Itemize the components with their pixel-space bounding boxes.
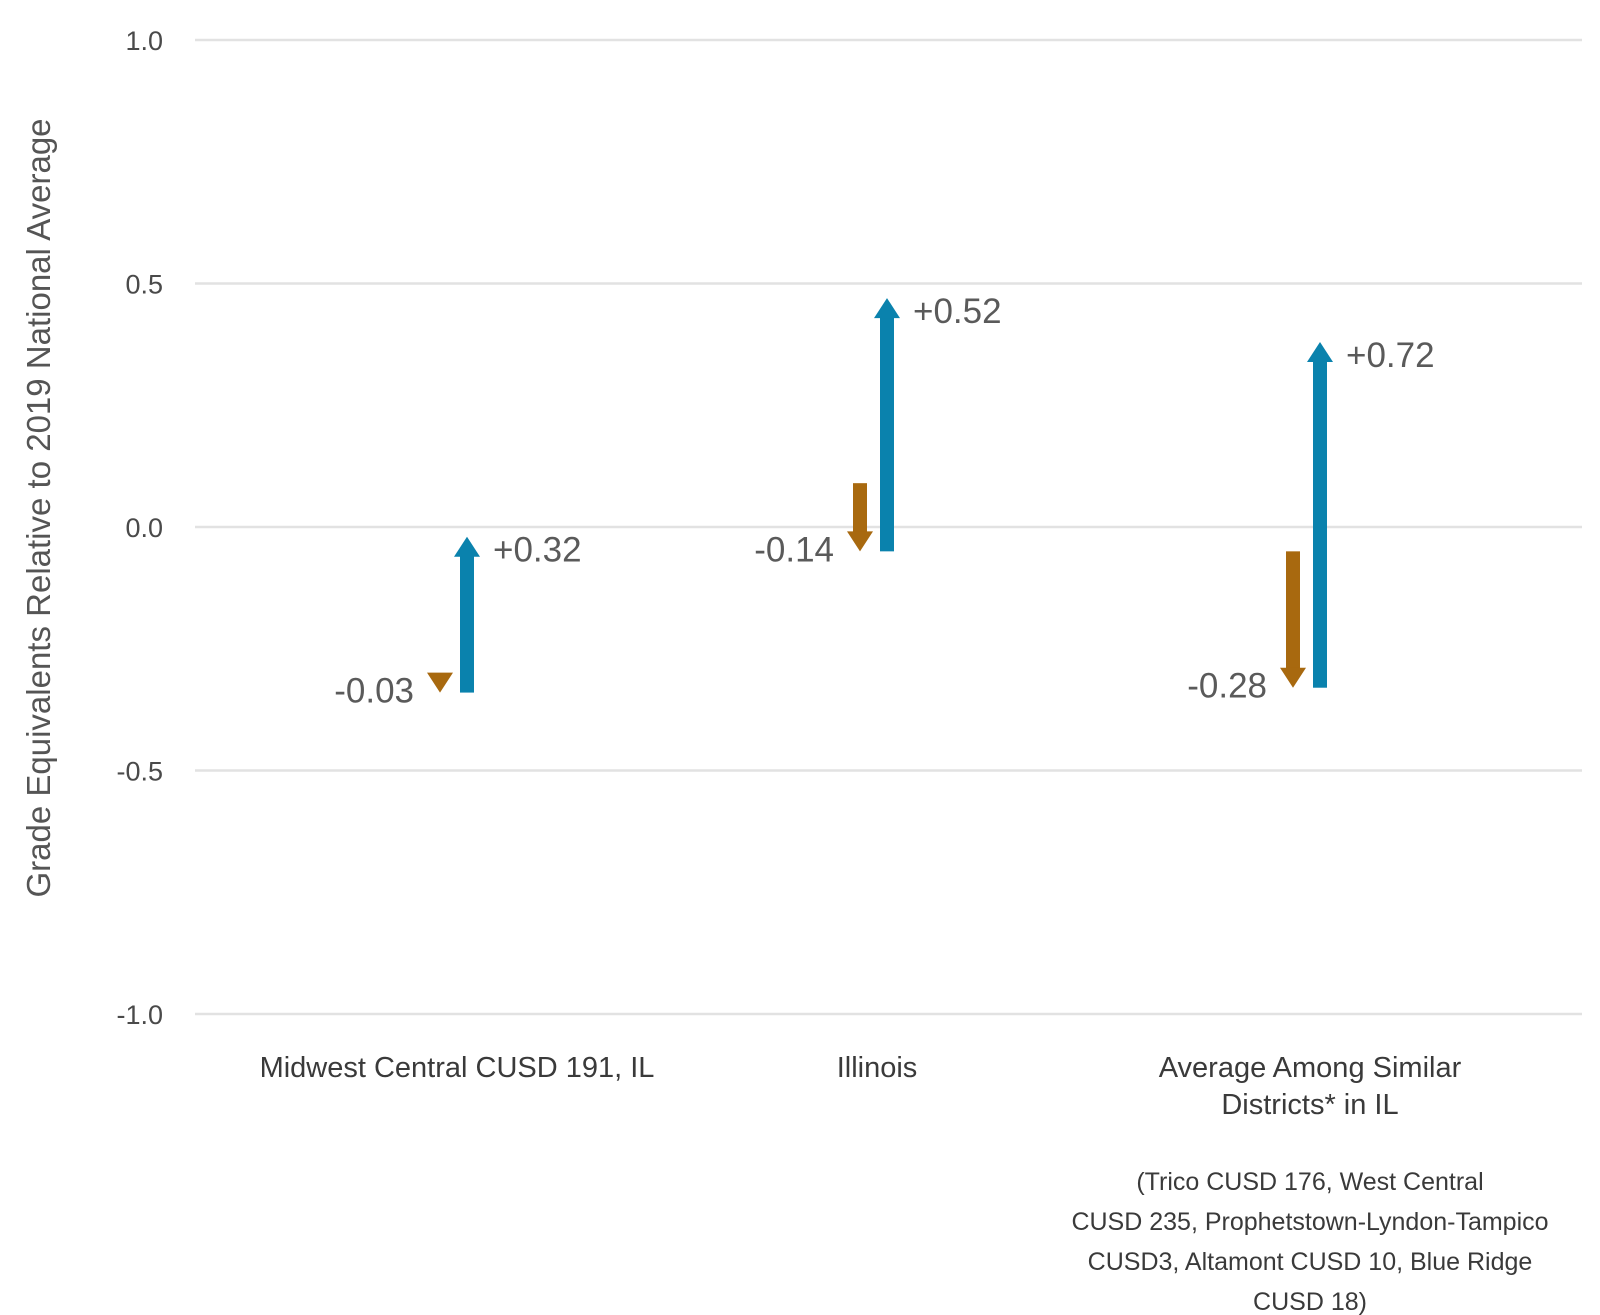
recovery-arrow	[454, 536, 480, 693]
category-label: Districts* in IL	[1221, 1089, 1398, 1121]
data-label: -0.14	[754, 530, 834, 569]
y-axis-label: Grade Equivalents Relative to 2019 Natio…	[20, 118, 57, 897]
category-note: (Trico CUSD 176, West Central	[1136, 1168, 1483, 1196]
data-label: -0.28	[1187, 667, 1267, 706]
category-note: CUSD3, Altamont CUSD 10, Blue Ridge	[1088, 1248, 1533, 1276]
y-axis-ticks: 1.0 0.5 0.0 -0.5 -1.0	[116, 26, 163, 1030]
arrow-head	[1307, 341, 1333, 362]
category-label: Midwest Central CUSD 191, IL	[260, 1052, 655, 1084]
category-note: CUSD 235, Prophetstown-Lyndon-Tampico	[1071, 1208, 1548, 1236]
y-tick-label: -1.0	[116, 1000, 163, 1030]
arrow-head	[874, 298, 900, 319]
arrow-shaft	[853, 483, 867, 533]
decline-arrow	[1280, 551, 1306, 688]
decline-arrow	[427, 672, 453, 693]
y-tick-label: -0.5	[116, 757, 163, 787]
category-note: CUSD 18)	[1253, 1288, 1367, 1315]
data-label: +0.52	[913, 292, 1002, 331]
y-tick-label: 1.0	[125, 26, 163, 56]
y-tick-label: 0.0	[125, 513, 163, 543]
arrow-marks	[427, 298, 1333, 693]
arrow-head	[454, 536, 480, 557]
data-label: +0.32	[493, 531, 582, 570]
arrow-shaft	[880, 317, 894, 552]
category-label: Average Among Similar	[1159, 1052, 1462, 1084]
arrow-head	[1280, 667, 1306, 688]
x-axis-categories: Midwest Central CUSD 191, IL Illinois Aver…	[260, 1052, 1549, 1315]
arrow-head	[847, 531, 873, 552]
recovery-arrow	[1307, 341, 1333, 688]
decline-arrow	[847, 483, 873, 552]
recovery-arrow	[874, 298, 900, 552]
category-label: Illinois	[837, 1052, 918, 1084]
data-label: +0.72	[1346, 336, 1435, 375]
data-labels: -0.03 -0.14 -0.28 +0.32 +0.52 +0.72	[334, 292, 1434, 710]
arrow-shaft	[1286, 551, 1300, 669]
arrow-head	[427, 672, 453, 693]
data-label: -0.03	[334, 672, 414, 711]
arrow-shaft	[460, 555, 474, 693]
y-tick-label: 0.5	[125, 270, 163, 300]
arrow-shaft	[1313, 360, 1327, 688]
